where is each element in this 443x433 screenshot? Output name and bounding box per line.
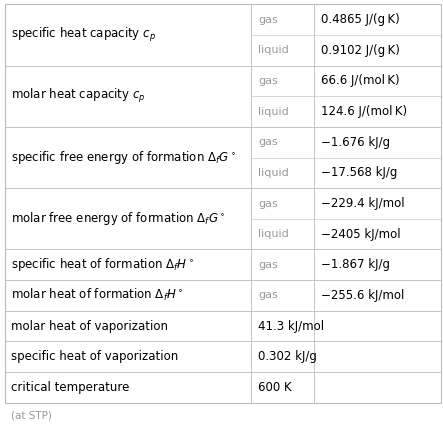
Text: gas: gas	[258, 137, 278, 147]
Text: specific free energy of formation $\Delta_f G^\circ$: specific free energy of formation $\Delt…	[11, 149, 236, 166]
Text: molar free energy of formation $\Delta_f G^\circ$: molar free energy of formation $\Delta_f…	[11, 210, 225, 227]
Text: 124.6 J/(mol K): 124.6 J/(mol K)	[321, 105, 407, 118]
Text: liquid: liquid	[258, 45, 289, 55]
Text: −255.6 kJ/mol: −255.6 kJ/mol	[321, 289, 404, 302]
Text: (at STP): (at STP)	[11, 410, 51, 421]
Text: molar heat of vaporization: molar heat of vaporization	[11, 320, 167, 333]
Text: liquid: liquid	[258, 229, 289, 239]
Text: specific heat of vaporization: specific heat of vaporization	[11, 350, 178, 363]
Text: gas: gas	[258, 260, 278, 270]
Text: specific heat capacity $c_p$: specific heat capacity $c_p$	[11, 26, 155, 44]
Text: −2405 kJ/mol: −2405 kJ/mol	[321, 228, 401, 241]
Text: specific heat of formation $\Delta_f H^\circ$: specific heat of formation $\Delta_f H^\…	[11, 256, 194, 273]
Text: 0.302 kJ/g: 0.302 kJ/g	[258, 350, 317, 363]
Text: −229.4 kJ/mol: −229.4 kJ/mol	[321, 197, 405, 210]
Text: gas: gas	[258, 76, 278, 86]
Text: liquid: liquid	[258, 168, 289, 178]
Text: gas: gas	[258, 291, 278, 301]
Text: molar heat capacity $c_p$: molar heat capacity $c_p$	[11, 87, 145, 105]
Text: −17.568 kJ/g: −17.568 kJ/g	[321, 166, 397, 179]
Text: −1.867 kJ/g: −1.867 kJ/g	[321, 259, 390, 271]
Text: 66.6 J/(mol K): 66.6 J/(mol K)	[321, 74, 400, 87]
Text: 600 K: 600 K	[258, 381, 291, 394]
Text: liquid: liquid	[258, 107, 289, 116]
Text: gas: gas	[258, 15, 278, 25]
Text: 0.9102 J/(g K): 0.9102 J/(g K)	[321, 44, 400, 57]
Text: 41.3 kJ/mol: 41.3 kJ/mol	[258, 320, 324, 333]
Text: −1.676 kJ/g: −1.676 kJ/g	[321, 136, 390, 149]
Text: gas: gas	[258, 198, 278, 209]
Text: critical temperature: critical temperature	[11, 381, 129, 394]
Text: molar heat of formation $\Delta_f H^\circ$: molar heat of formation $\Delta_f H^\cir…	[11, 288, 183, 304]
Text: 0.4865 J/(g K): 0.4865 J/(g K)	[321, 13, 400, 26]
